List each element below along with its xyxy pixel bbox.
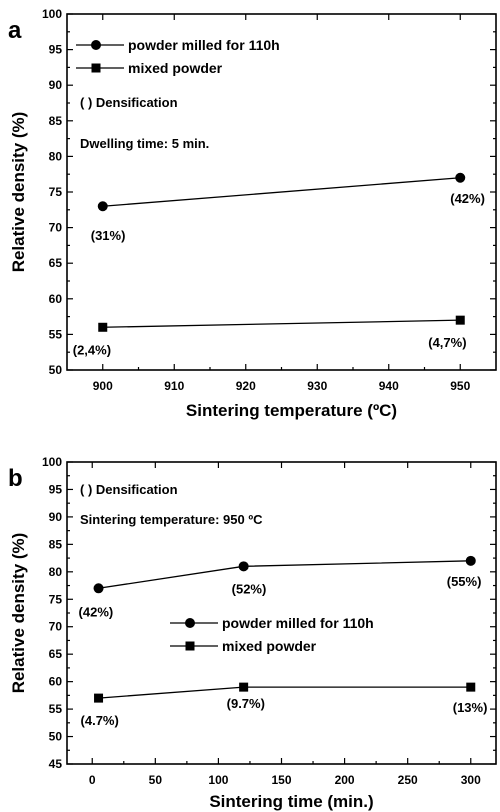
data-label: (9.7%) xyxy=(227,696,265,711)
x-tick-label: 250 xyxy=(398,773,418,787)
x-tick-label: 910 xyxy=(164,379,184,393)
x-tick-label: 100 xyxy=(208,773,228,787)
panel-label: a xyxy=(8,17,22,44)
series-line xyxy=(102,177,461,207)
y-tick-label: 45 xyxy=(49,757,63,771)
x-tick-label: 150 xyxy=(271,773,291,787)
legend-label: mixed powder xyxy=(222,638,317,654)
y-tick-label: 95 xyxy=(49,482,63,496)
data-point-square xyxy=(98,322,108,332)
y-tick-label: 55 xyxy=(49,702,63,716)
data-point-square xyxy=(239,682,249,692)
data-point-square xyxy=(466,682,476,692)
x-tick-label: 900 xyxy=(93,379,113,393)
legend-label: powder milled for 110h xyxy=(222,615,374,631)
data-point-circle xyxy=(465,555,476,566)
x-tick-label: 300 xyxy=(461,773,481,787)
data-label: (52%) xyxy=(232,581,267,596)
x-tick-label: 200 xyxy=(335,773,355,787)
annotation-note: Dwelling time: 5 min. xyxy=(80,136,209,151)
data-label: (2,4%) xyxy=(73,342,111,357)
x-tick-label: 920 xyxy=(236,379,256,393)
data-point-circle xyxy=(455,172,466,183)
x-tick-label: 930 xyxy=(307,379,327,393)
y-tick-label: 70 xyxy=(49,221,63,235)
data-label: (31%) xyxy=(91,228,126,243)
annotation-note: ( ) Densification xyxy=(80,482,178,497)
data-label: (13%) xyxy=(453,700,488,715)
x-tick-label: 940 xyxy=(379,379,399,393)
legend-marker-square xyxy=(185,641,195,651)
data-label: (55%) xyxy=(447,574,482,589)
annotation-note: ( ) Densification xyxy=(80,95,178,110)
y-tick-label: 55 xyxy=(49,327,63,341)
legend-marker-circle xyxy=(185,618,195,628)
y-tick-label: 60 xyxy=(49,675,63,689)
data-point-circle xyxy=(93,583,104,594)
y-axis-label: Relative density (%) xyxy=(9,533,28,694)
y-tick-label: 95 xyxy=(49,43,63,57)
data-label: (4,7%) xyxy=(428,335,466,350)
plot-frame xyxy=(66,461,497,765)
data-label: (4.7%) xyxy=(81,713,119,728)
y-tick-label: 90 xyxy=(49,510,63,524)
y-tick-label: 90 xyxy=(49,78,63,92)
chart-panel-b: 45 50 55 60 65 70 75 80 85 90 95 100 0 50 100 150 200 250… xyxy=(8,455,497,811)
x-tick-label: 0 xyxy=(89,773,96,787)
data-label: (42%) xyxy=(79,604,114,619)
y-tick-label: 85 xyxy=(49,114,63,128)
y-tick-label: 80 xyxy=(49,149,63,163)
x-tick-label: 50 xyxy=(149,773,163,787)
y-tick-label: 50 xyxy=(49,730,63,744)
data-point-circle xyxy=(97,201,108,212)
legend-label: mixed powder xyxy=(128,60,223,76)
y-tick-label: 65 xyxy=(49,256,63,270)
y-tick-label: 85 xyxy=(49,537,63,551)
x-axis-label: Sintering temperature (ºC) xyxy=(186,401,397,420)
legend-marker-square xyxy=(91,63,101,73)
y-tick-label: 100 xyxy=(42,7,62,21)
y-tick-label: 60 xyxy=(49,292,63,306)
x-tick-label: 950 xyxy=(450,379,470,393)
y-tick-label: 65 xyxy=(49,647,63,661)
data-point-circle xyxy=(238,561,249,572)
y-tick-label: 70 xyxy=(49,620,63,634)
legend-label: powder milled for 110h xyxy=(128,37,280,53)
series-line xyxy=(98,686,471,699)
panel-label: b xyxy=(8,465,23,492)
data-label: (42%) xyxy=(450,191,485,206)
y-axis-label: Relative density (%) xyxy=(9,112,28,273)
annotation-note: Sintering temperature: 950 ºC xyxy=(80,512,263,527)
y-tick-label: 80 xyxy=(49,565,63,579)
x-axis-label: Sintering time (min.) xyxy=(209,792,373,811)
y-tick-label: 75 xyxy=(49,592,63,606)
y-tick-label: 50 xyxy=(49,363,63,377)
data-point-square xyxy=(455,315,465,325)
data-point-square xyxy=(94,693,104,703)
series-line xyxy=(98,560,471,589)
chart-panel-a: 50 55 60 65 70 75 80 85 90 95 100 900 910 920 930 940 95… xyxy=(8,7,497,420)
y-tick-label: 100 xyxy=(42,455,62,469)
y-tick-label: 75 xyxy=(49,185,63,199)
legend-marker-circle xyxy=(91,40,101,50)
series-line xyxy=(102,319,461,328)
